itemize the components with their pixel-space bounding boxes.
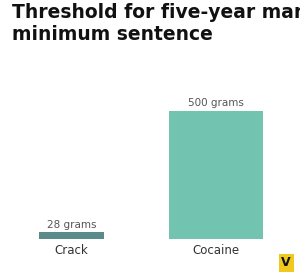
Text: Threshold for five-year mandatory
minimum sentence: Threshold for five-year mandatory minimu… — [12, 3, 300, 44]
Text: 500 grams: 500 grams — [188, 98, 244, 108]
Text: V: V — [281, 256, 291, 269]
Bar — [169, 111, 263, 239]
Bar — [39, 232, 104, 239]
Text: 28 grams: 28 grams — [47, 220, 96, 230]
